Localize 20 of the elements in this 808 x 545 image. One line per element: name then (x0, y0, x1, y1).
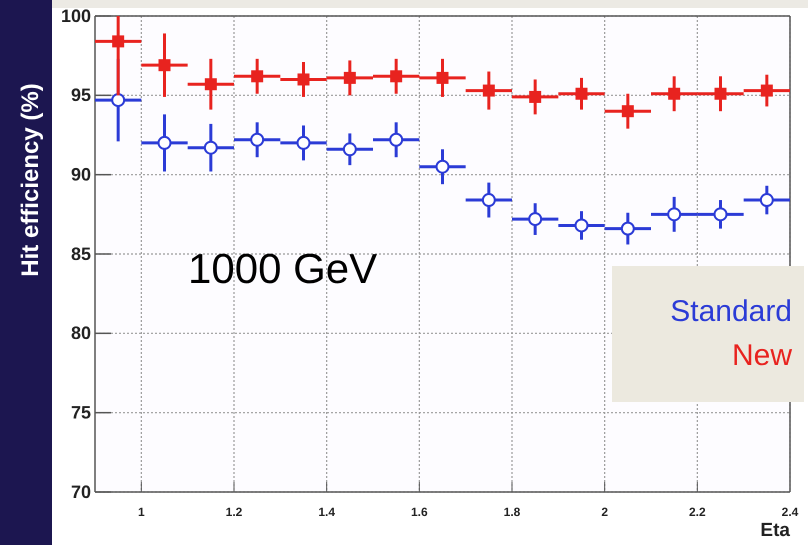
x-tick-label: 1 (138, 504, 145, 519)
x-tick-label: 2.4 (782, 504, 799, 519)
x-tick-label: 1.8 (504, 504, 521, 519)
x-tick-label: 1.2 (226, 504, 243, 519)
x-tick-label: 1.4 (318, 504, 336, 519)
y-tick-label: 75 (70, 402, 91, 422)
annotation: 1000 GeV (188, 245, 378, 292)
y-tick-label: 100 (60, 6, 91, 26)
y-tick-label: 85 (70, 244, 91, 264)
x-tick-label: 2 (601, 504, 608, 519)
x-tick-label: 1.6 (410, 504, 428, 519)
y-axis-title: Hit efficiency (%) (17, 83, 44, 277)
text: New (732, 339, 792, 372)
y-tick-label: 90 (70, 164, 91, 184)
y-tick-label: 95 (70, 85, 91, 106)
x-tick-label: 2.2 (688, 504, 706, 519)
text: Standard (670, 295, 792, 328)
y-tick-label: 80 (70, 323, 91, 344)
y-tick-label: 70 (70, 482, 91, 502)
x-axis-title: Eta (760, 520, 790, 541)
